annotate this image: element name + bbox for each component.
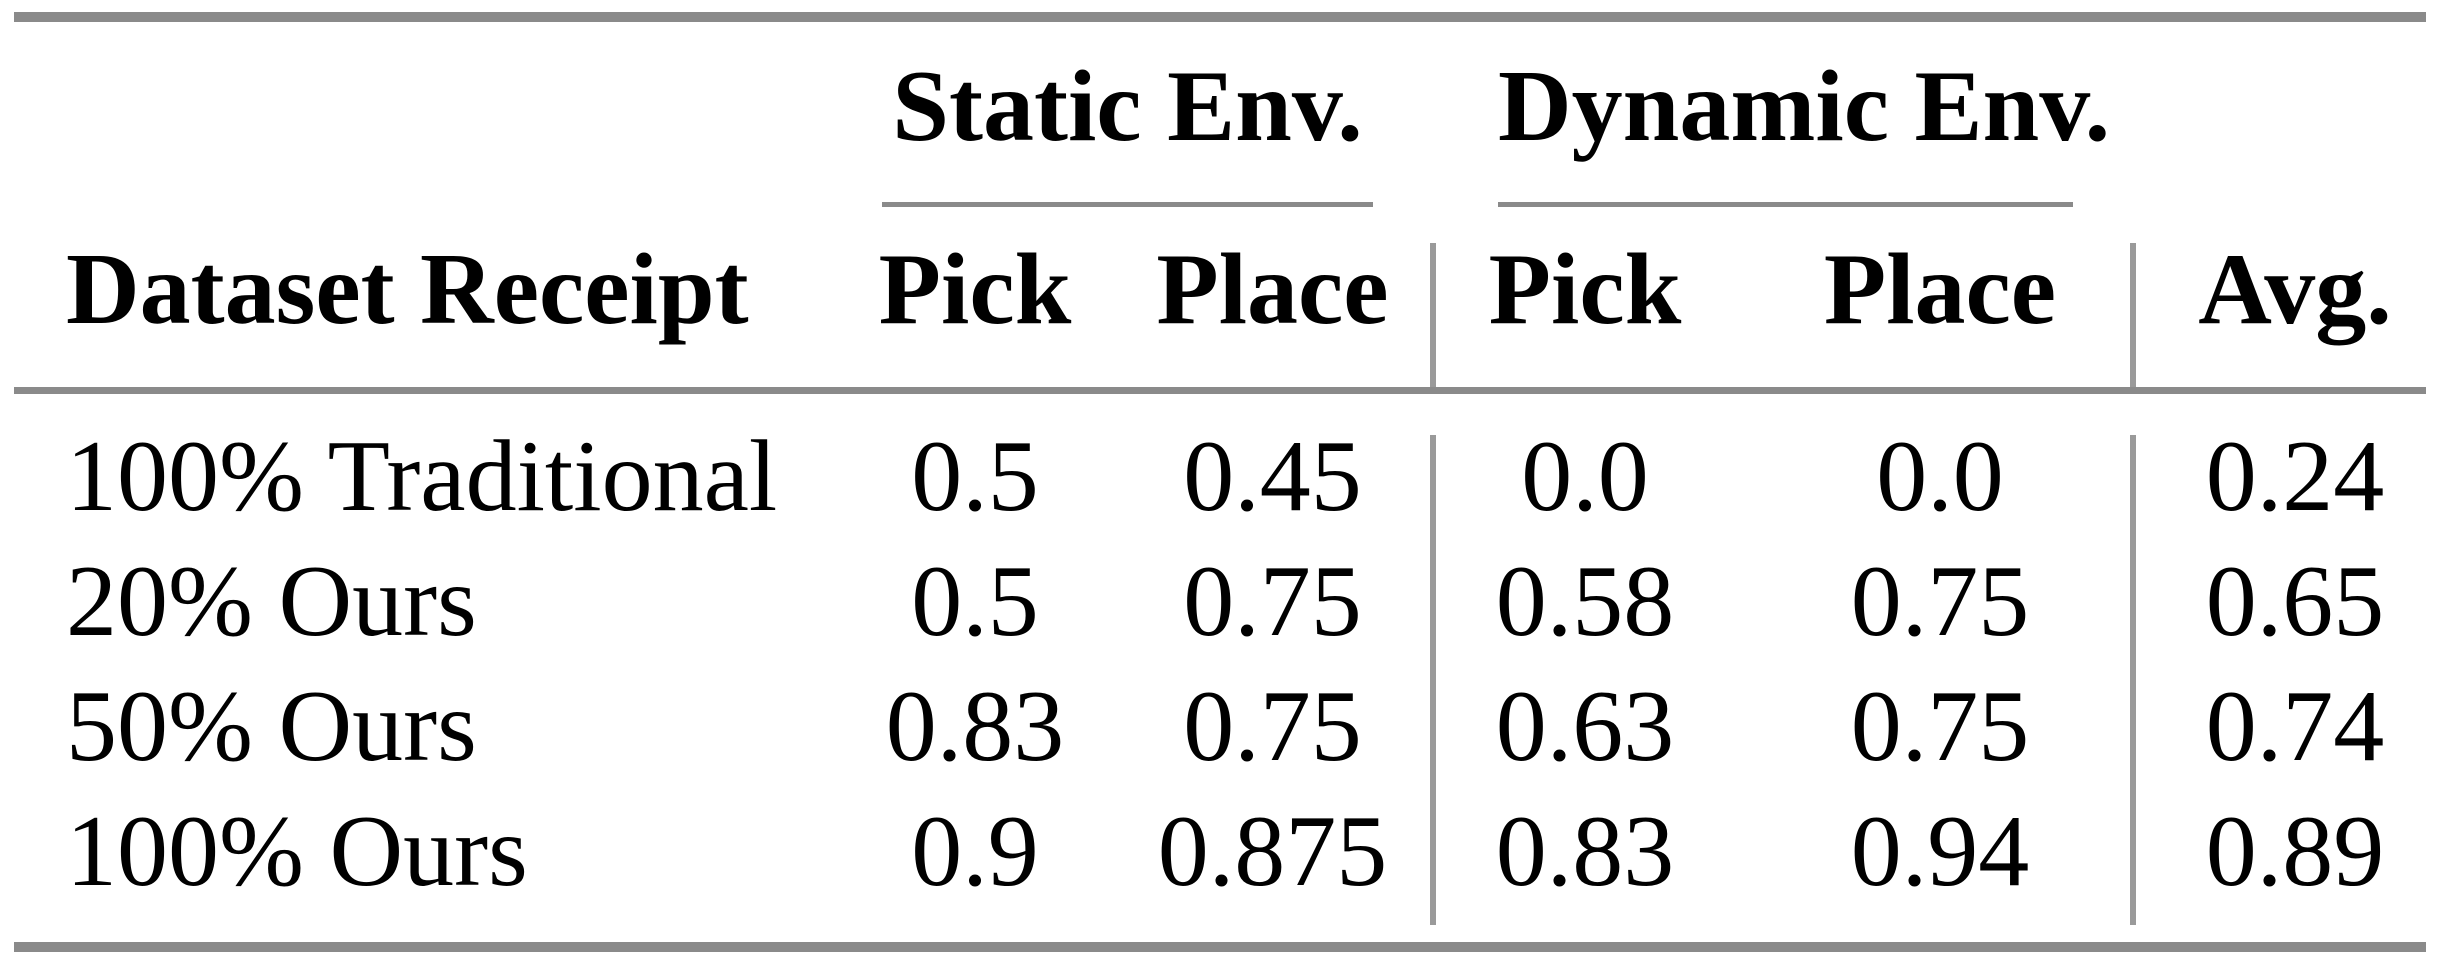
row-label: 100% Traditional [66, 420, 778, 533]
cell-static-pick: 0.5 [911, 420, 1039, 533]
table-row: 50% Ours 0.83 0.75 0.63 0.75 0.74 [0, 664, 2440, 789]
dynamic-env-underline-rule [1498, 202, 2073, 207]
column-header-avg: Avg. [2198, 233, 2392, 346]
table-row: 20% Ours 0.5 0.75 0.58 0.75 0.65 [0, 539, 2440, 664]
group-header-static-env: Static Env. [892, 50, 1363, 163]
row-label: 100% Ours [66, 795, 528, 908]
column-header-dataset-receipt: Dataset Receipt [66, 233, 749, 346]
cell-avg: 0.24 [2205, 420, 2385, 533]
static-env-underline-rule [882, 202, 1373, 207]
cell-static-place: 0.75 [1183, 670, 1362, 783]
cell-dynamic-pick: 0.58 [1495, 545, 1675, 658]
group-header-dynamic-env: Dynamic Env. [1498, 50, 2111, 163]
row-label: 20% Ours [66, 545, 477, 658]
cell-dynamic-place: 0.75 [1850, 670, 2030, 783]
column-header-static-place: Place [1156, 233, 1389, 346]
cell-dynamic-place: 0.94 [1850, 795, 2030, 908]
cell-avg: 0.65 [2205, 545, 2385, 658]
column-header-static-pick: Pick [878, 233, 1072, 346]
header-separator-rule [14, 387, 2426, 394]
cell-avg: 0.74 [2205, 670, 2385, 783]
vertical-divider-2-header [2130, 243, 2136, 387]
top-rule [14, 12, 2426, 22]
cell-static-pick: 0.9 [911, 795, 1039, 908]
cell-static-pick: 0.83 [885, 670, 1065, 783]
cell-dynamic-pick: 0.63 [1495, 670, 1675, 783]
cell-static-place: 0.75 [1183, 545, 1362, 658]
cell-static-pick: 0.5 [911, 545, 1039, 658]
cell-dynamic-place: 0.0 [1876, 420, 2004, 533]
bottom-rule [14, 942, 2426, 952]
cell-dynamic-pick: 0.0 [1521, 420, 1649, 533]
table-row: 100% Ours 0.9 0.875 0.83 0.94 0.89 [0, 789, 2440, 914]
cell-static-place: 0.875 [1157, 795, 1388, 908]
cell-dynamic-pick: 0.83 [1495, 795, 1675, 908]
cell-dynamic-place: 0.75 [1850, 545, 2030, 658]
row-label: 50% Ours [66, 670, 477, 783]
cell-avg: 0.89 [2205, 795, 2385, 908]
column-header-dynamic-place: Place [1823, 233, 2057, 346]
table-row: 100% Traditional 0.5 0.45 0.0 0.0 0.24 [0, 414, 2440, 539]
vertical-divider-2-body [2130, 435, 2136, 925]
vertical-divider-1-header [1430, 243, 1436, 387]
cell-static-place: 0.45 [1183, 420, 1362, 533]
column-header-dynamic-pick: Pick [1488, 233, 1682, 346]
vertical-divider-1-body [1430, 435, 1436, 925]
